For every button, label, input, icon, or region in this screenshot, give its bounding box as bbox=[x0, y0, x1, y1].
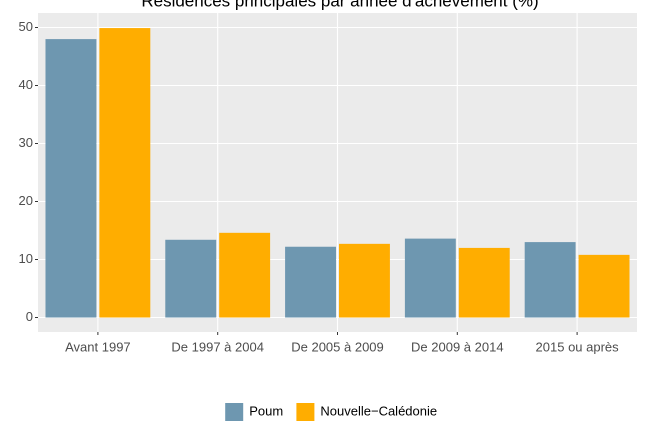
x-tick-label: De 2009 à 2014 bbox=[411, 339, 504, 354]
y-tick-label: 40 bbox=[19, 77, 33, 92]
x-tick-label: Avant 1997 bbox=[65, 339, 131, 354]
bar bbox=[458, 247, 510, 318]
y-tick-label: 10 bbox=[19, 251, 33, 266]
bar bbox=[165, 239, 217, 318]
y-tick-label: 50 bbox=[19, 19, 33, 34]
legend-label: Poum bbox=[249, 403, 283, 418]
bar bbox=[339, 243, 390, 318]
y-tick-label: 20 bbox=[19, 193, 33, 208]
chart-title: Résidences principales par année d'achèv… bbox=[141, 0, 538, 10]
legend-label: Nouvelle−Calédonie bbox=[320, 403, 437, 418]
bar bbox=[404, 238, 456, 318]
bar bbox=[524, 242, 576, 318]
y-tick-label: 30 bbox=[19, 135, 33, 150]
y-tick-label: 0 bbox=[26, 309, 33, 324]
x-tick-label: De 1997 à 2004 bbox=[171, 339, 264, 354]
legend-swatch bbox=[296, 403, 315, 421]
bar bbox=[219, 232, 271, 318]
bar bbox=[99, 28, 151, 318]
bar bbox=[45, 39, 97, 318]
legend-swatch bbox=[225, 403, 244, 421]
x-tick-label: 2015 ou après bbox=[536, 339, 620, 354]
bar bbox=[285, 246, 336, 318]
bar bbox=[578, 254, 630, 318]
x-tick-label: De 2005 à 2009 bbox=[291, 339, 384, 354]
